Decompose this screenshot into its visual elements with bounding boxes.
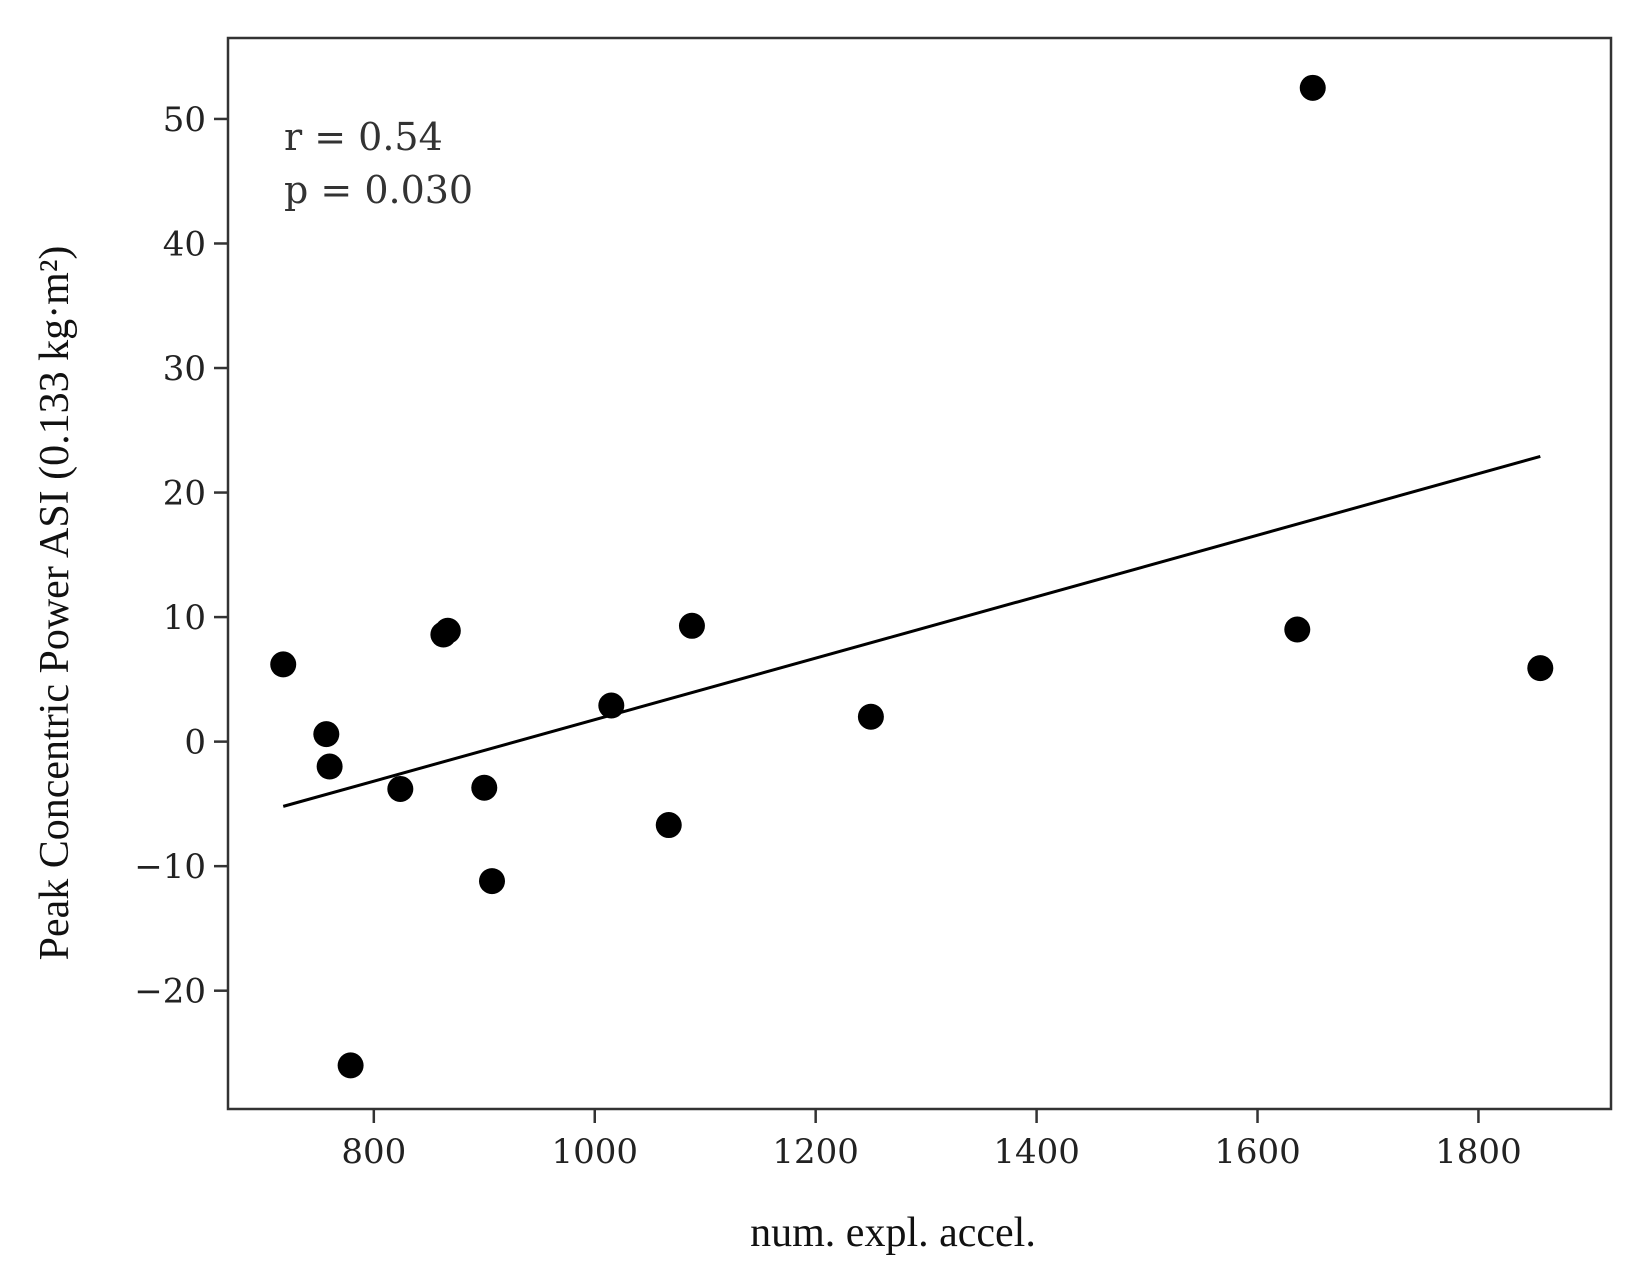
data-point [857,703,884,730]
data-point [270,651,297,678]
y-tick-label: −20 [134,972,206,1012]
y-tick-label: 50 [163,100,206,140]
data-point [387,775,414,802]
plot-frame [226,36,1613,1111]
data-point [471,774,498,801]
y-axis-title: Peak Concentric Power ASI (0.133 kg·m²) [32,246,78,961]
x-tick-label: 800 [341,1132,406,1172]
y-tick-label: 30 [163,349,206,389]
y-axis-ticks: −20 −10 0 10 20 30 40 50 [134,100,228,1012]
y-tick-label: 20 [163,474,206,514]
x-axis-ticks: 800 1000 1200 1400 1600 1800 [341,1109,1522,1172]
x-tick-label: 1000 [551,1132,638,1172]
regression-line [282,454,1541,808]
data-point [313,721,340,748]
data-point [1299,74,1326,101]
y-tick-label: 10 [163,598,206,638]
regression-line-group [282,454,1541,808]
data-point [598,692,625,719]
r-annotation: r = 0.54 [284,115,443,159]
data-point [434,617,461,644]
data-point [316,753,343,780]
x-tick-label: 1200 [772,1132,859,1172]
p-annotation: p = 0.030 [284,168,473,212]
data-point [1527,655,1554,682]
data-points [270,74,1554,1079]
data-point [479,868,506,895]
data-point [337,1052,364,1079]
x-axis-title: num. expl. accel. [750,1210,1036,1256]
data-point [678,612,705,639]
data-point [1284,616,1311,643]
x-tick-label: 1800 [1435,1132,1522,1172]
x-tick-label: 1600 [1214,1132,1301,1172]
x-tick-label: 1400 [993,1132,1080,1172]
y-tick-label: 0 [184,723,206,763]
y-tick-label: 40 [163,224,206,264]
data-point [655,812,682,839]
y-tick-label: −10 [134,847,206,887]
